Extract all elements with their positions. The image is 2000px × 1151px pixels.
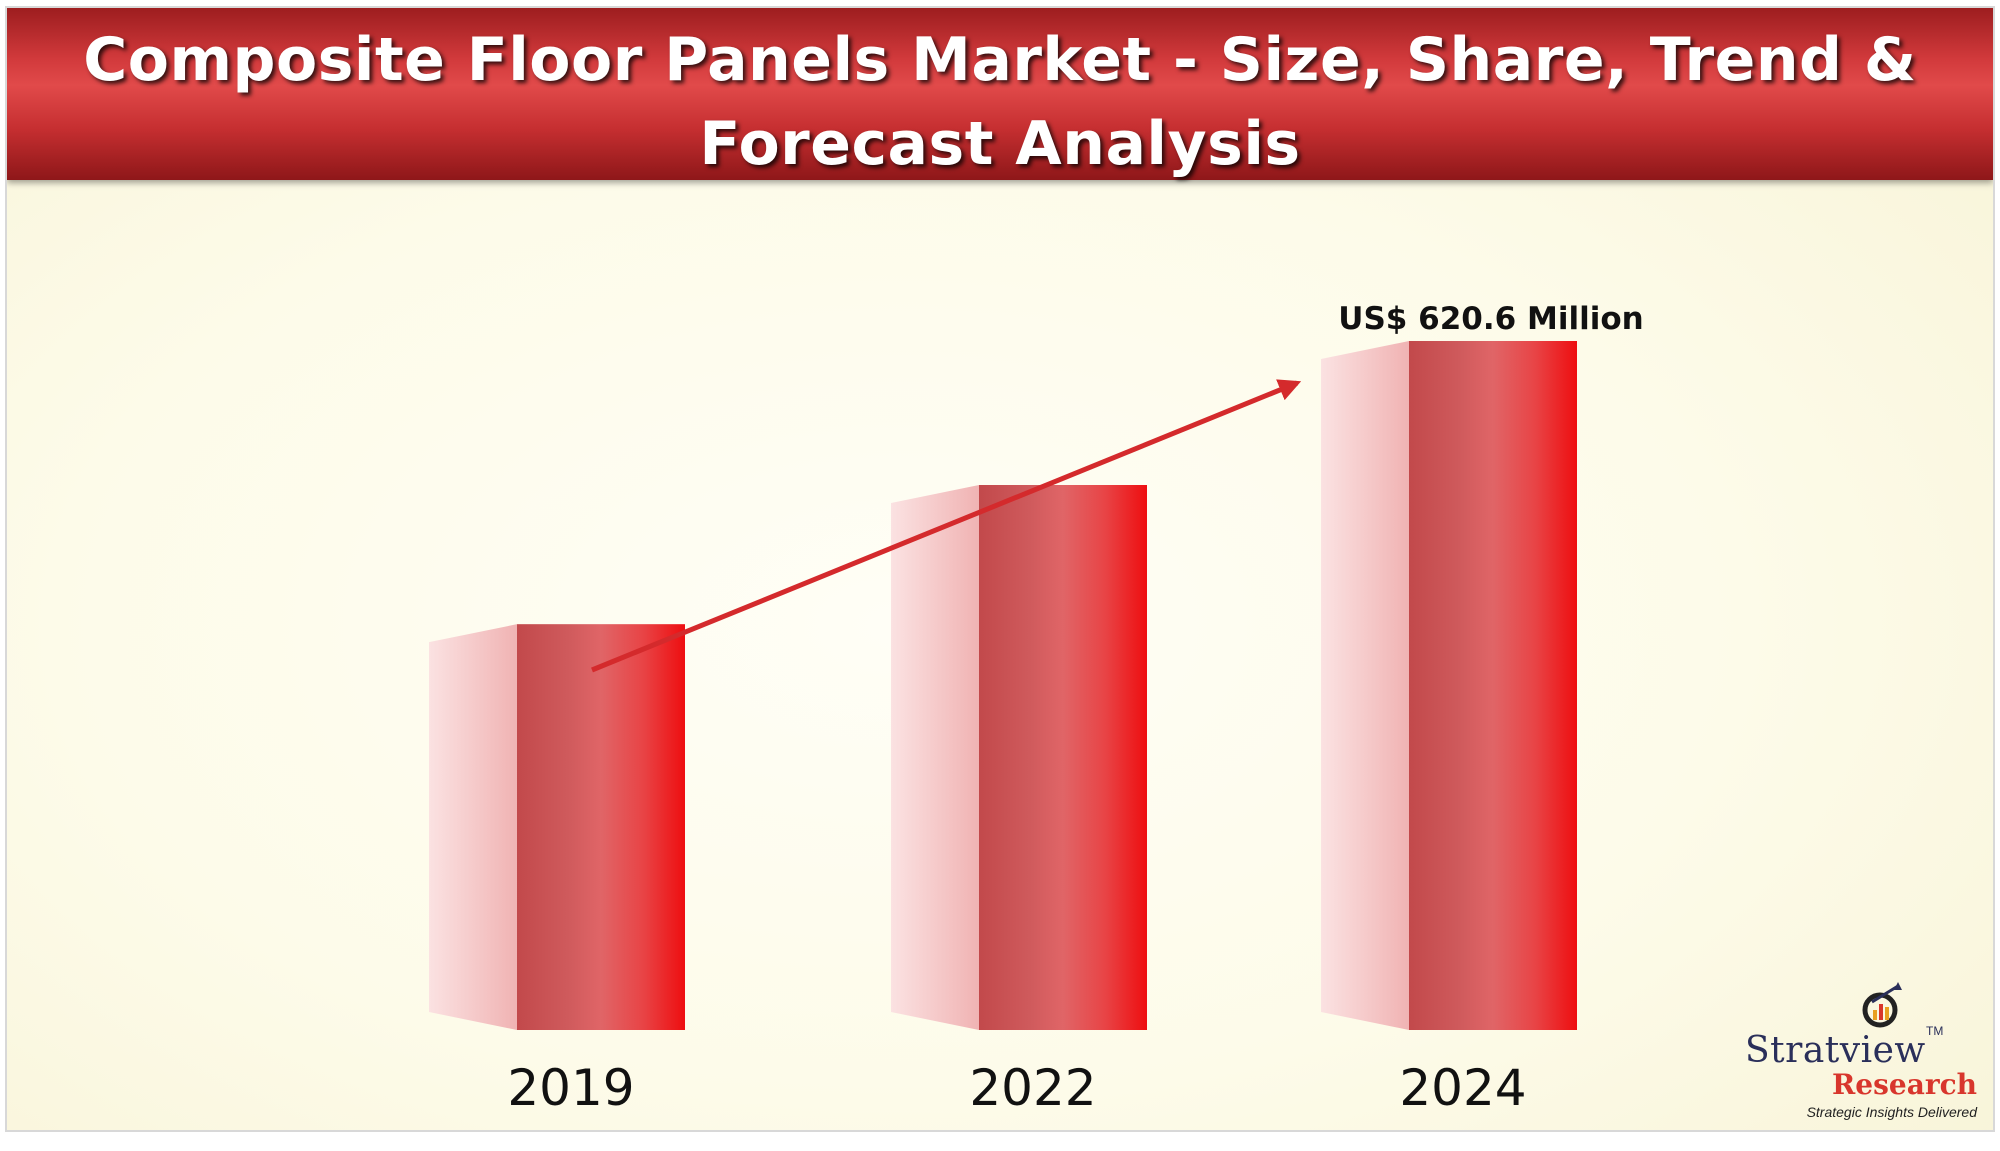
bar-side-2019	[429, 624, 517, 1030]
stratview-logo: Stratview TM Research Strategic Insights…	[1741, 982, 1981, 1122]
logo-subname: Research	[1832, 1068, 1977, 1101]
infographic-frame: Composite Floor Panels Market - Size, Sh…	[5, 6, 1995, 1132]
title-banner: Composite Floor Panels Market - Size, Sh…	[7, 8, 1993, 180]
x-tick-label: 2022	[969, 1059, 1096, 1117]
bar-2019	[517, 624, 685, 1030]
logo-tagline: Strategic Insights Delivered	[1806, 1104, 1977, 1120]
bar-2022	[979, 485, 1147, 1031]
bar-side-2024	[1321, 341, 1409, 1030]
x-tick-label: 2024	[1399, 1059, 1526, 1117]
x-tick-label: 2019	[507, 1059, 634, 1117]
bar-side-2022	[891, 485, 979, 1031]
data-label-2024: US$ 620.6 Million	[1338, 301, 1643, 337]
logo-name: Stratview	[1745, 1030, 1926, 1071]
page-title: Composite Floor Panels Market - Size, Sh…	[83, 25, 1917, 179]
bar-2024	[1409, 341, 1577, 1030]
logo-trademark: TM	[1926, 1024, 1944, 1038]
trend-arrow	[591, 379, 1302, 673]
bar-chart: 2019 2022 2024 US$ 620.6 Million	[429, 301, 1644, 1117]
magnifier-chart-icon	[1862, 982, 1902, 1028]
